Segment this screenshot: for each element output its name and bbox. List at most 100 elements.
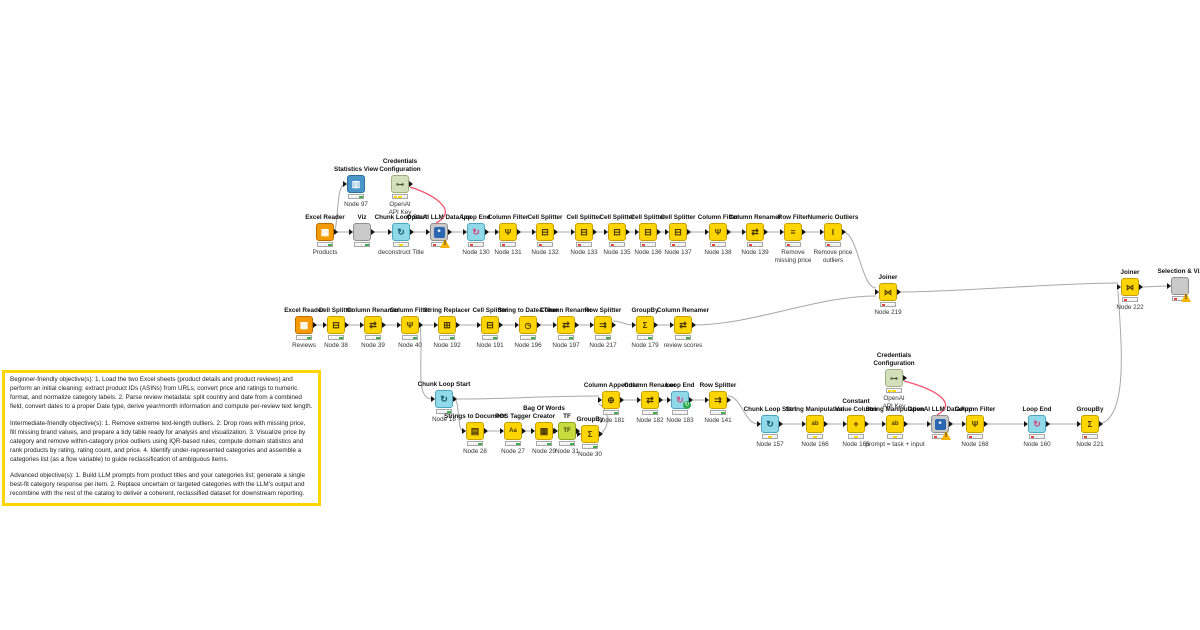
input-port[interactable] [664, 228, 669, 235]
input-port[interactable] [961, 420, 966, 427]
input-port[interactable] [476, 321, 481, 328]
input-port[interactable] [756, 420, 761, 427]
input-port[interactable] [576, 430, 581, 437]
connection-wire[interactable] [1099, 290, 1122, 425]
input-port[interactable] [514, 321, 519, 328]
output-port[interactable] [345, 321, 349, 328]
output-port[interactable] [824, 420, 828, 427]
output-port[interactable] [448, 228, 452, 235]
output-port[interactable] [485, 228, 489, 235]
output-port[interactable] [453, 395, 457, 402]
output-port[interactable] [612, 321, 616, 328]
input-port[interactable] [348, 228, 353, 235]
output-port[interactable] [903, 374, 907, 381]
output-port[interactable] [575, 321, 579, 328]
input-port[interactable] [430, 395, 435, 402]
input-port[interactable] [425, 228, 430, 235]
output-port[interactable] [949, 420, 953, 427]
connection-wire[interactable] [612, 320, 634, 326]
output-port[interactable] [382, 321, 386, 328]
output-port[interactable] [419, 321, 423, 328]
input-port[interactable] [322, 321, 327, 328]
input-port[interactable] [342, 180, 347, 187]
output-port[interactable] [897, 288, 901, 295]
input-port[interactable] [669, 321, 674, 328]
input-port[interactable] [589, 321, 594, 328]
input-port[interactable] [552, 321, 557, 328]
input-port[interactable] [741, 228, 746, 235]
output-port[interactable] [554, 228, 558, 235]
output-port[interactable] [484, 427, 488, 434]
output-port[interactable] [1139, 283, 1143, 290]
input-port[interactable] [603, 228, 608, 235]
input-port[interactable] [801, 420, 806, 427]
output-port[interactable] [456, 321, 460, 328]
output-port[interactable] [727, 228, 731, 235]
output-port[interactable] [517, 228, 521, 235]
output-port[interactable] [537, 321, 541, 328]
output-port[interactable] [727, 396, 731, 403]
output-port[interactable] [984, 420, 988, 427]
input-port[interactable] [704, 228, 709, 235]
connection-wire[interactable] [897, 282, 1119, 293]
connection-wire[interactable] [419, 324, 433, 400]
output-port[interactable] [409, 180, 413, 187]
connection-wire[interactable] [453, 395, 600, 400]
output-port[interactable] [865, 420, 869, 427]
input-port[interactable] [1116, 283, 1121, 290]
input-port[interactable] [704, 396, 709, 403]
input-port[interactable] [359, 321, 364, 328]
input-port[interactable] [462, 228, 467, 235]
output-port[interactable] [522, 427, 526, 434]
input-port[interactable] [597, 396, 602, 403]
output-port[interactable] [1046, 420, 1050, 427]
output-port[interactable] [599, 430, 603, 437]
input-port[interactable] [779, 228, 784, 235]
input-port[interactable] [819, 228, 824, 235]
input-port[interactable] [926, 420, 931, 427]
output-port[interactable] [764, 228, 768, 235]
connection-wire[interactable] [727, 395, 759, 425]
input-port[interactable] [570, 228, 575, 235]
connection-wire[interactable] [842, 231, 877, 289]
workflow-annotation-objectives[interactable]: Beginner-friendly objective(s): 1. Load … [2, 370, 321, 507]
input-port[interactable] [499, 427, 504, 434]
input-port[interactable] [396, 321, 401, 328]
output-port[interactable] [499, 321, 503, 328]
output-port[interactable] [802, 228, 806, 235]
input-port[interactable] [461, 427, 466, 434]
input-port[interactable] [1166, 282, 1171, 289]
output-port[interactable] [689, 396, 693, 403]
output-port[interactable] [904, 420, 908, 427]
input-port[interactable] [433, 321, 438, 328]
input-port[interactable] [531, 228, 536, 235]
input-port[interactable] [842, 420, 847, 427]
credential-connection-wire[interactable] [903, 380, 947, 416]
input-port[interactable] [1023, 420, 1028, 427]
output-port[interactable] [593, 228, 597, 235]
connection-wire[interactable] [1139, 285, 1169, 288]
output-port[interactable] [371, 228, 375, 235]
output-port[interactable] [620, 396, 624, 403]
input-port[interactable] [881, 420, 886, 427]
output-port[interactable] [692, 321, 696, 328]
input-port[interactable] [387, 228, 392, 235]
input-port[interactable] [874, 288, 879, 295]
output-port[interactable] [626, 228, 630, 235]
output-port[interactable] [657, 228, 661, 235]
output-port[interactable] [779, 420, 783, 427]
output-port[interactable] [659, 396, 663, 403]
output-port[interactable] [654, 321, 658, 328]
output-port[interactable] [842, 228, 846, 235]
input-port[interactable] [666, 396, 671, 403]
credential-connection-wire[interactable] [409, 186, 446, 224]
output-port[interactable] [334, 228, 338, 235]
input-port[interactable] [1076, 420, 1081, 427]
input-port[interactable] [494, 228, 499, 235]
input-port[interactable] [530, 427, 535, 434]
input-port[interactable] [553, 427, 558, 434]
output-port[interactable] [410, 228, 414, 235]
output-port[interactable] [313, 321, 317, 328]
output-port[interactable] [1099, 420, 1103, 427]
